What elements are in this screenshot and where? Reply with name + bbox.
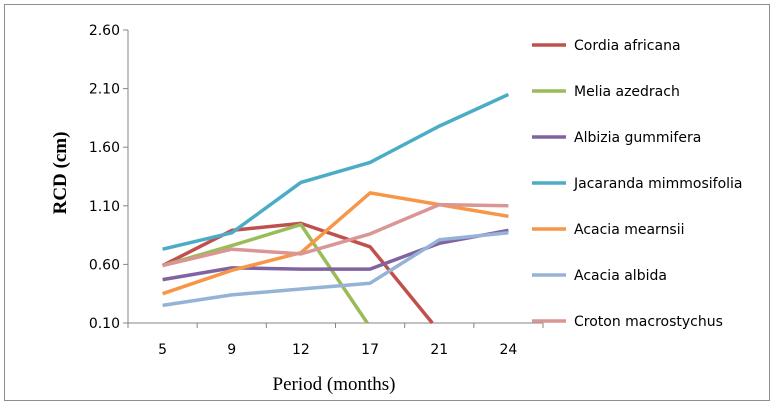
- axes: 0.10 0.60 1.10 1.60 2.10 2.60 5 9 12 17 21 24: [89, 23, 544, 358]
- chart-frame: [4, 4, 770, 401]
- legend-label: Croton macrostychus: [574, 314, 723, 330]
- y-tick-label: 2.60: [89, 23, 120, 39]
- x-axis-title: Period (months): [273, 374, 396, 395]
- x-tick-label: 5: [158, 342, 167, 358]
- legend: Cordia africana Melia azedrach Albizia gum…: [532, 38, 743, 330]
- legend-label: Melia azedrach: [574, 84, 680, 100]
- legend-label: Acacia albida: [574, 268, 667, 284]
- y-tick-label: 2.10: [89, 82, 120, 98]
- series-line-acacia-albida: [162, 231, 509, 308]
- plot-lines: [161, 92, 510, 325]
- legend-label: Albizia gummifera: [574, 130, 701, 146]
- series-line-jacaranda-mimmosifolia: [162, 92, 510, 251]
- x-tick-label: 17: [361, 342, 379, 358]
- series-line-croton-macrostychus: [162, 202, 509, 268]
- x-tick-label: 21: [430, 342, 448, 358]
- y-axis-title: RCD (cm): [50, 132, 71, 215]
- x-tick-label: 24: [500, 342, 518, 358]
- y-tick-label: 1.10: [89, 199, 120, 215]
- x-tick-label: 12: [292, 342, 310, 358]
- x-tick-label: 9: [227, 342, 236, 358]
- series-line-melia-azedrach: [162, 222, 369, 324]
- y-tick-label: 0.10: [89, 316, 120, 332]
- series-line-albizia-gummifera: [162, 228, 509, 282]
- legend-label: Jacaranda mimmosifolia: [573, 176, 743, 192]
- y-tick-label: 1.60: [89, 140, 120, 156]
- legend-label: Cordia africana: [574, 38, 681, 54]
- legend-label: Acacia mearnsii: [574, 222, 685, 238]
- y-tick-label: 0.60: [89, 257, 120, 273]
